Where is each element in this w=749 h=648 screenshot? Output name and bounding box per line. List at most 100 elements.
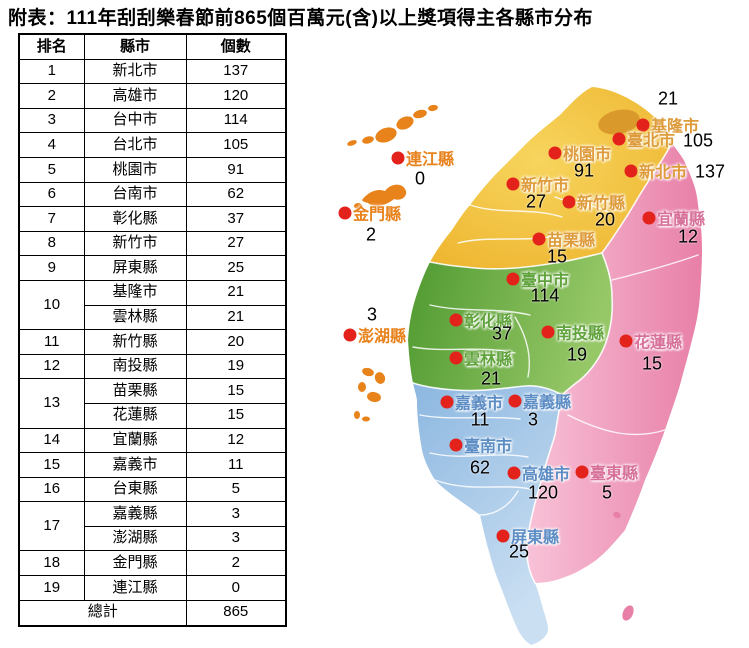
county-value: 105 — [682, 130, 714, 151]
region-east — [526, 143, 702, 583]
county-label: 臺中市 — [521, 272, 570, 290]
county-label: 嘉義縣 — [523, 394, 572, 412]
matsu-islands — [347, 104, 438, 146]
county-cell: 屏東縣 — [83, 255, 187, 281]
county-cell: 嘉義市 — [83, 452, 187, 478]
county-label: 臺北市 — [627, 132, 676, 150]
ranking-table: 排名 縣市 個數 1 新北市 137 2 高雄市 120 3 台中市 114 4 台北市 105 5 桃園… — [18, 33, 287, 627]
county-label: 新竹市 — [521, 177, 570, 195]
county-cell: 苗栗縣 — [83, 378, 187, 404]
count-cell: 11 — [185, 452, 287, 478]
penghu-islands — [354, 367, 386, 422]
county-value: 20 — [594, 209, 616, 230]
county-value: 37 — [491, 323, 513, 344]
rank-cell: 3 — [18, 107, 85, 134]
county-value: 12 — [677, 226, 699, 247]
rank-cell: 4 — [18, 132, 85, 158]
county-cell: 台北市 — [83, 132, 187, 158]
header-count: 個數 — [185, 33, 287, 60]
table-row: 4 台北市 105 — [18, 132, 287, 158]
county-marker-dot — [508, 394, 522, 408]
county-marker-dot — [624, 164, 638, 178]
rank-cell: 14 — [18, 427, 85, 454]
header-rank: 排名 — [18, 33, 85, 60]
count-cell: 62 — [185, 181, 287, 208]
southeast-islands — [613, 511, 634, 621]
count-cell: 37 — [185, 206, 287, 232]
table-body: 1 新北市 137 2 高雄市 120 3 台中市 114 4 台北市 105 5 桃園市 91 6 台南市 62… — [18, 58, 287, 601]
county-label: 宜蘭縣 — [657, 211, 706, 229]
county-label: 屏東縣 — [511, 529, 560, 547]
count-cell: 12 — [185, 427, 287, 454]
county-value: 120 — [527, 482, 559, 503]
table-row: 11 新竹縣 20 — [18, 329, 287, 355]
taiwan-map: 連江縣 0 金門縣 2 澎湖縣 3 基隆市 21 臺北市 105 桃園市 91 新北市 137 新竹市 27 新… — [330, 85, 749, 648]
county-cell: 宜蘭縣 — [83, 427, 187, 454]
table-row: 15 嘉義市 11 — [18, 452, 287, 478]
count-cell: 3 — [185, 525, 287, 552]
county-value: 27 — [525, 191, 547, 212]
rank-cell: 13 — [18, 378, 85, 429]
count-cell: 21 — [185, 304, 287, 331]
county-value: 62 — [469, 457, 491, 478]
county-marker-dot — [507, 466, 521, 480]
county-marker-dot — [391, 151, 405, 165]
count-cell: 15 — [185, 402, 287, 429]
county-value: 15 — [546, 246, 568, 267]
table-row: 12 南投縣 19 — [18, 353, 287, 380]
rank-cell: 7 — [18, 206, 85, 232]
count-cell: 91 — [185, 156, 287, 183]
rank-cell: 8 — [18, 230, 85, 257]
county-marker-dot — [562, 195, 576, 209]
county-marker-dot — [506, 177, 520, 191]
county-label: 花蓮縣 — [634, 334, 683, 352]
rank-cell: 1 — [18, 58, 85, 85]
table-header-row: 排名 縣市 個數 — [18, 33, 287, 60]
county-cell: 嘉義縣 — [83, 501, 187, 527]
county-cell: 連江縣 — [83, 575, 187, 601]
county-label: 南投縣 — [556, 325, 605, 343]
page-title: 附表：111年刮刮樂春節前865個百萬元(含)以上獎項得主各縣市分布 — [8, 8, 593, 29]
table-row: 5 桃園市 91 — [18, 156, 287, 183]
count-cell: 15 — [185, 378, 287, 404]
county-value: 19 — [566, 344, 588, 365]
total-row: 總計 865 — [18, 599, 287, 627]
county-cell: 台中市 — [83, 107, 187, 134]
ranking-table-container: 排名 縣市 個數 1 新北市 137 2 高雄市 120 3 台中市 114 4 台北市 105 5 桃園… — [18, 33, 287, 627]
county-value: 2 — [365, 224, 377, 245]
county-marker-dot — [449, 438, 463, 452]
county-marker-dot — [541, 325, 555, 339]
total-label: 總計 — [18, 599, 187, 627]
region-taipei-patch — [598, 109, 640, 135]
table-row: 10 基隆市 21 — [18, 279, 287, 331]
rank-cell: 12 — [18, 353, 85, 380]
county-cell: 南投縣 — [83, 353, 187, 380]
count-cell: 25 — [185, 255, 287, 281]
table-row: 17 嘉義縣 3 — [18, 501, 287, 552]
county-marker-dot — [440, 395, 454, 409]
county-marker-dot — [506, 272, 520, 286]
county-label: 基隆市 — [651, 118, 700, 136]
count-cell: 0 — [185, 575, 287, 601]
county-cell: 雲林縣 — [83, 304, 187, 331]
county-value: 15 — [641, 353, 663, 374]
rank-cell: 2 — [18, 83, 85, 109]
county-value: 114 — [530, 285, 560, 306]
region-boundary-lines — [412, 142, 673, 584]
rank-cell: 15 — [18, 452, 85, 478]
county-marker-dot — [575, 465, 589, 479]
table-row: 3 台中市 114 — [18, 107, 287, 134]
county-label: 新竹縣 — [577, 195, 626, 213]
table-row: 9 屏東縣 25 — [18, 255, 287, 281]
table-row: 2 高雄市 120 — [18, 83, 287, 109]
rank-cell: 19 — [18, 575, 85, 601]
count-cell: 114 — [185, 107, 287, 134]
count-cell: 137 — [185, 58, 287, 85]
county-label: 臺南市 — [464, 438, 513, 456]
table-row: 18 金門縣 2 — [18, 550, 287, 577]
county-cell: 基隆市 — [83, 279, 187, 306]
count-cell: 3 — [185, 501, 287, 527]
county-marker-dot — [548, 146, 562, 160]
count-cell: 19 — [185, 353, 287, 380]
